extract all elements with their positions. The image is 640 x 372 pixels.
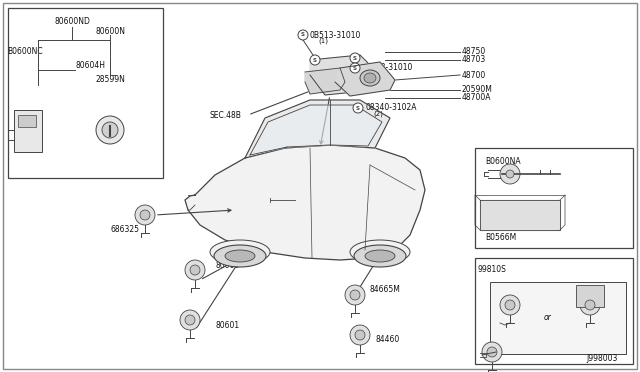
Circle shape <box>350 63 360 73</box>
Circle shape <box>310 55 320 65</box>
Circle shape <box>500 164 520 184</box>
Text: S: S <box>313 58 317 62</box>
Ellipse shape <box>360 70 380 86</box>
Ellipse shape <box>214 245 266 267</box>
Circle shape <box>353 103 363 113</box>
Bar <box>18 115 36 127</box>
Bar <box>475 258 633 364</box>
Text: 99810S: 99810S <box>478 266 507 275</box>
Circle shape <box>180 310 200 330</box>
Bar <box>490 282 626 354</box>
Ellipse shape <box>225 250 255 262</box>
Bar <box>14 110 42 152</box>
Text: 0B513-31010: 0B513-31010 <box>310 31 362 39</box>
Text: 48700: 48700 <box>462 71 486 80</box>
Circle shape <box>585 300 595 310</box>
Circle shape <box>190 265 200 275</box>
Text: (1): (1) <box>318 38 328 44</box>
Polygon shape <box>480 200 560 230</box>
Bar <box>576 285 604 307</box>
Text: 20590M: 20590M <box>462 86 493 94</box>
Ellipse shape <box>350 240 410 264</box>
Text: (2): (2) <box>370 71 380 77</box>
Bar <box>475 148 633 248</box>
Circle shape <box>96 116 124 144</box>
Circle shape <box>487 347 497 357</box>
Polygon shape <box>250 105 382 155</box>
Text: (2): (2) <box>373 111 383 117</box>
Text: 48750: 48750 <box>462 48 486 57</box>
Bar <box>8 8 163 178</box>
Text: 08340-3102A: 08340-3102A <box>365 103 417 112</box>
Circle shape <box>350 53 360 63</box>
Circle shape <box>350 325 370 345</box>
Text: B0566M: B0566M <box>485 234 516 243</box>
Text: 80601: 80601 <box>215 321 239 330</box>
Text: S: S <box>353 55 357 61</box>
Circle shape <box>140 210 150 220</box>
Polygon shape <box>245 100 390 158</box>
Text: 80604H: 80604H <box>75 61 105 71</box>
Text: B0600NC: B0600NC <box>7 48 43 57</box>
Text: J998003: J998003 <box>587 354 618 363</box>
Circle shape <box>506 170 514 178</box>
Text: S: S <box>301 32 305 38</box>
Text: SEC.48B: SEC.48B <box>210 110 242 119</box>
Circle shape <box>102 122 118 138</box>
Circle shape <box>185 315 195 325</box>
Text: or: or <box>544 314 552 323</box>
Text: B0600NA: B0600NA <box>485 157 520 167</box>
Text: 84460: 84460 <box>375 336 399 344</box>
Circle shape <box>185 260 205 280</box>
Circle shape <box>350 290 360 300</box>
Text: 80600N: 80600N <box>95 28 125 36</box>
Circle shape <box>298 30 308 40</box>
Polygon shape <box>185 145 425 260</box>
Text: 0B513-31010: 0B513-31010 <box>362 64 413 73</box>
Circle shape <box>580 295 600 315</box>
Ellipse shape <box>364 73 376 83</box>
Polygon shape <box>310 55 380 95</box>
Text: 48703: 48703 <box>462 55 486 64</box>
Text: 48700A: 48700A <box>462 93 492 103</box>
Polygon shape <box>335 62 395 96</box>
Circle shape <box>355 330 365 340</box>
Circle shape <box>500 295 520 315</box>
Ellipse shape <box>210 240 270 264</box>
Circle shape <box>482 342 502 362</box>
Circle shape <box>345 285 365 305</box>
Text: S: S <box>356 106 360 110</box>
Circle shape <box>505 300 515 310</box>
Text: S: S <box>353 65 357 71</box>
Ellipse shape <box>365 250 395 262</box>
Text: 28599N: 28599N <box>95 76 125 84</box>
Text: 84665M: 84665M <box>370 285 401 295</box>
Circle shape <box>135 205 155 225</box>
Text: 80600ND: 80600ND <box>54 17 90 26</box>
Polygon shape <box>305 68 345 94</box>
Text: 686325: 686325 <box>111 225 140 234</box>
Ellipse shape <box>354 245 406 267</box>
Text: 80603: 80603 <box>215 260 239 269</box>
